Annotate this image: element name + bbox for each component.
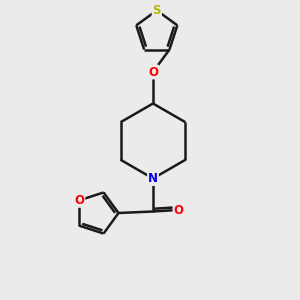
Text: O: O xyxy=(148,65,158,79)
Text: O: O xyxy=(173,203,184,217)
Text: N: N xyxy=(148,172,158,185)
Text: O: O xyxy=(74,194,84,207)
Text: S: S xyxy=(153,4,161,17)
